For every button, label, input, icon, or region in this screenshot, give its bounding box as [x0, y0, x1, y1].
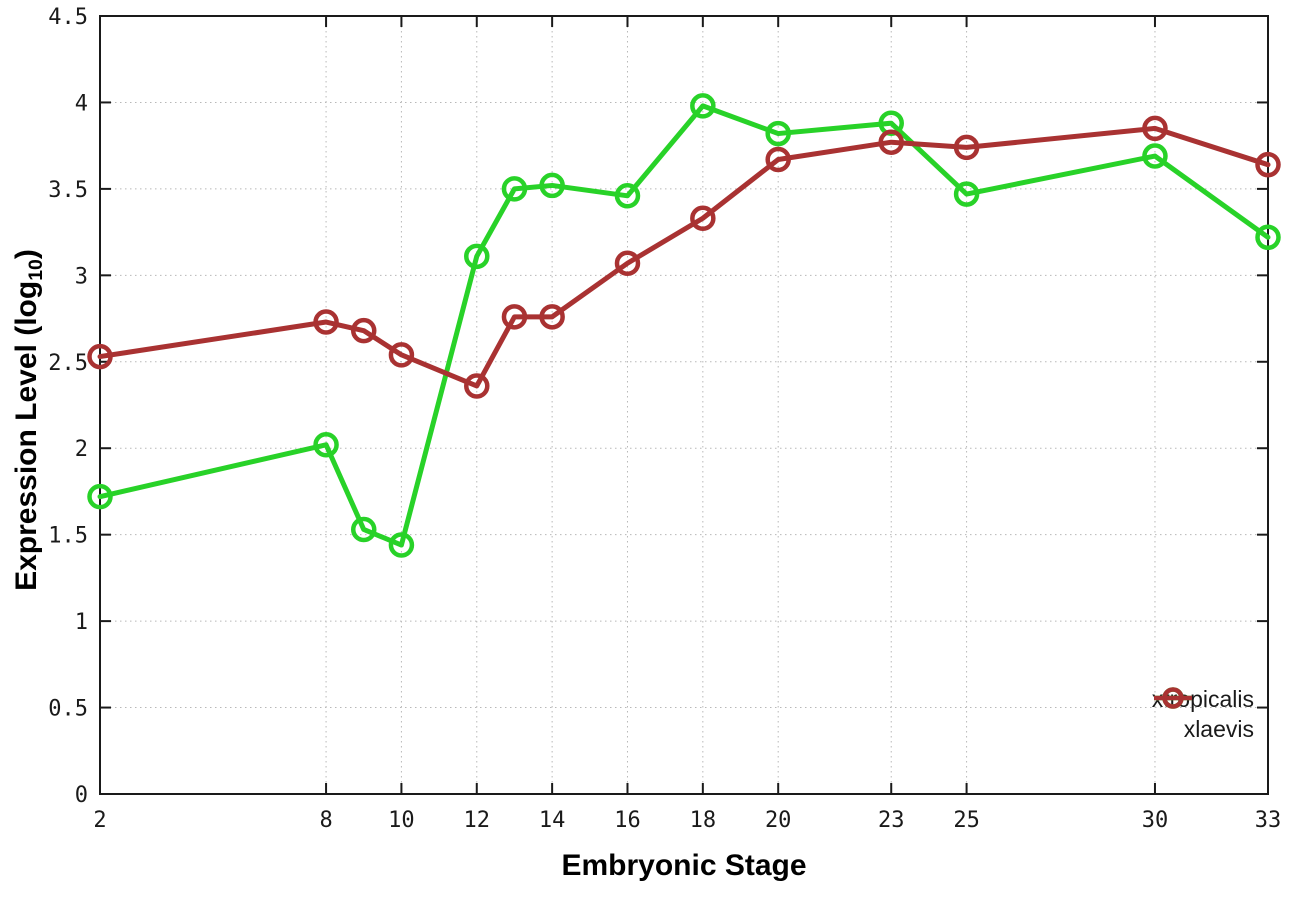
data-point-xtropicalis [1255, 224, 1281, 251]
data-point-xtropicalis [765, 120, 791, 147]
series-xtropicalis [87, 93, 1281, 558]
svg-text:4: 4 [75, 91, 88, 116]
data-point-xlaevis [614, 250, 641, 276]
data-point-xlaevis [1142, 115, 1168, 142]
svg-text:33: 33 [1255, 808, 1282, 833]
tick-marks [99, 15, 1269, 795]
svg-text:0: 0 [75, 783, 88, 808]
svg-text:16: 16 [614, 808, 641, 833]
svg-text:14: 14 [539, 808, 566, 833]
svg-text:18: 18 [690, 808, 717, 833]
data-point-xtropicalis [953, 181, 980, 207]
svg-text:23: 23 [878, 808, 905, 833]
svg-text:1: 1 [75, 610, 88, 635]
svg-text:2: 2 [75, 437, 88, 462]
data-point-xtropicalis [388, 532, 415, 558]
data-point-xlaevis [690, 205, 716, 232]
series-xtropicalis-line [97, 103, 1271, 548]
svg-text:4.5: 4.5 [48, 5, 88, 30]
plot-border [99, 15, 1269, 795]
svg-text:12: 12 [464, 808, 491, 833]
data-point-xtropicalis [464, 243, 490, 270]
y-axis-label: Expression Level (log10) [10, 249, 48, 591]
svg-text:0.5: 0.5 [48, 697, 88, 722]
svg-text:3.5: 3.5 [48, 178, 88, 203]
svg-text:20: 20 [765, 808, 792, 833]
data-point-xlaevis [501, 304, 528, 330]
y-tick-labels: 0 0.5 1 1.5 2 2.5 3 3.5 4 4.5 [48, 5, 88, 808]
svg-text:2: 2 [93, 808, 106, 833]
data-point-xlaevis [350, 317, 377, 344]
legend-marker-xlaevis-icon [1153, 687, 1192, 709]
data-point-xtropicalis [87, 483, 113, 510]
data-point-xtropicalis [313, 432, 339, 458]
data-point-xtropicalis [690, 93, 716, 119]
svg-text:8: 8 [319, 808, 332, 833]
y-axis-label-text: Expression Level (log [10, 280, 43, 591]
data-point-xlaevis [464, 373, 490, 399]
legend: xtropicalis xlaevis [1152, 685, 1254, 744]
data-point-xtropicalis [539, 172, 565, 199]
svg-text:2.5: 2.5 [48, 351, 88, 376]
y-axis-label-subscript: 10 [25, 259, 48, 281]
data-point-xtropicalis [1142, 143, 1168, 169]
svg-text:10: 10 [388, 808, 415, 833]
svg-text:25: 25 [953, 808, 980, 833]
data-point-xlaevis [313, 309, 339, 335]
svg-text:30: 30 [1142, 808, 1169, 833]
svg-text:1.5: 1.5 [48, 524, 88, 549]
x-tick-labels: 2 8 10 12 14 16 18 20 23 25 30 33 [93, 808, 1281, 833]
data-point-xlaevis [87, 343, 113, 370]
data-point-xlaevis [388, 342, 415, 368]
y-axis-label-close: ) [10, 249, 43, 260]
data-point-xtropicalis [350, 516, 377, 543]
legend-label-xlaevis: xlaevis [1183, 716, 1254, 742]
x-axis-label: Embryonic Stage [561, 849, 807, 882]
data-point-xlaevis [953, 134, 980, 161]
data-point-xtropicalis [501, 176, 528, 202]
legend-item-xlaevis: xlaevis [1153, 687, 1254, 744]
svg-text:3: 3 [75, 264, 88, 289]
series-xlaevis [87, 115, 1281, 399]
data-point-xtropicalis [614, 183, 641, 209]
data-point-xlaevis [878, 129, 904, 155]
data-point-xlaevis [1255, 151, 1281, 178]
data-point-xlaevis [765, 146, 791, 173]
data-point-xlaevis [539, 304, 565, 330]
